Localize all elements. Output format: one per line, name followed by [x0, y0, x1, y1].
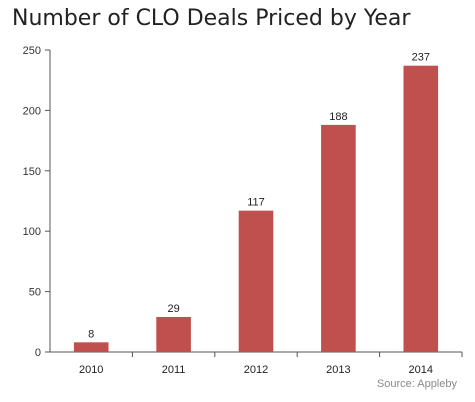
data-label-2011: 29: [167, 303, 179, 315]
bar-2011: [156, 316, 191, 352]
chart-title: Number of CLO Deals Priced by Year: [12, 6, 411, 31]
y-tick-label: 250: [23, 45, 41, 57]
bar-2013: [321, 124, 356, 352]
bar-2012: [238, 210, 274, 352]
bar-2014: [403, 65, 439, 352]
y-tick-label: 50: [29, 287, 41, 299]
bar-2010: [73, 342, 109, 352]
y-tick-label: 150: [23, 166, 41, 178]
y-tick-label: 200: [23, 105, 41, 117]
x-tick-label-2011: 2011: [162, 364, 186, 376]
x-tick-label-2014: 2014: [409, 364, 433, 376]
data-label-2012: 117: [247, 197, 265, 209]
y-tick-label: 100: [23, 226, 41, 238]
x-tick-label-2012: 2012: [244, 364, 268, 376]
y-tick-label: 0: [35, 347, 41, 359]
data-label-2014: 237: [412, 52, 430, 64]
data-label-2013: 188: [329, 111, 347, 123]
source-note: Source: Appleby: [376, 378, 457, 390]
x-tick-label-2013: 2013: [326, 364, 350, 376]
x-tick-label-2010: 2010: [79, 364, 103, 376]
data-label-2010: 8: [88, 328, 94, 340]
